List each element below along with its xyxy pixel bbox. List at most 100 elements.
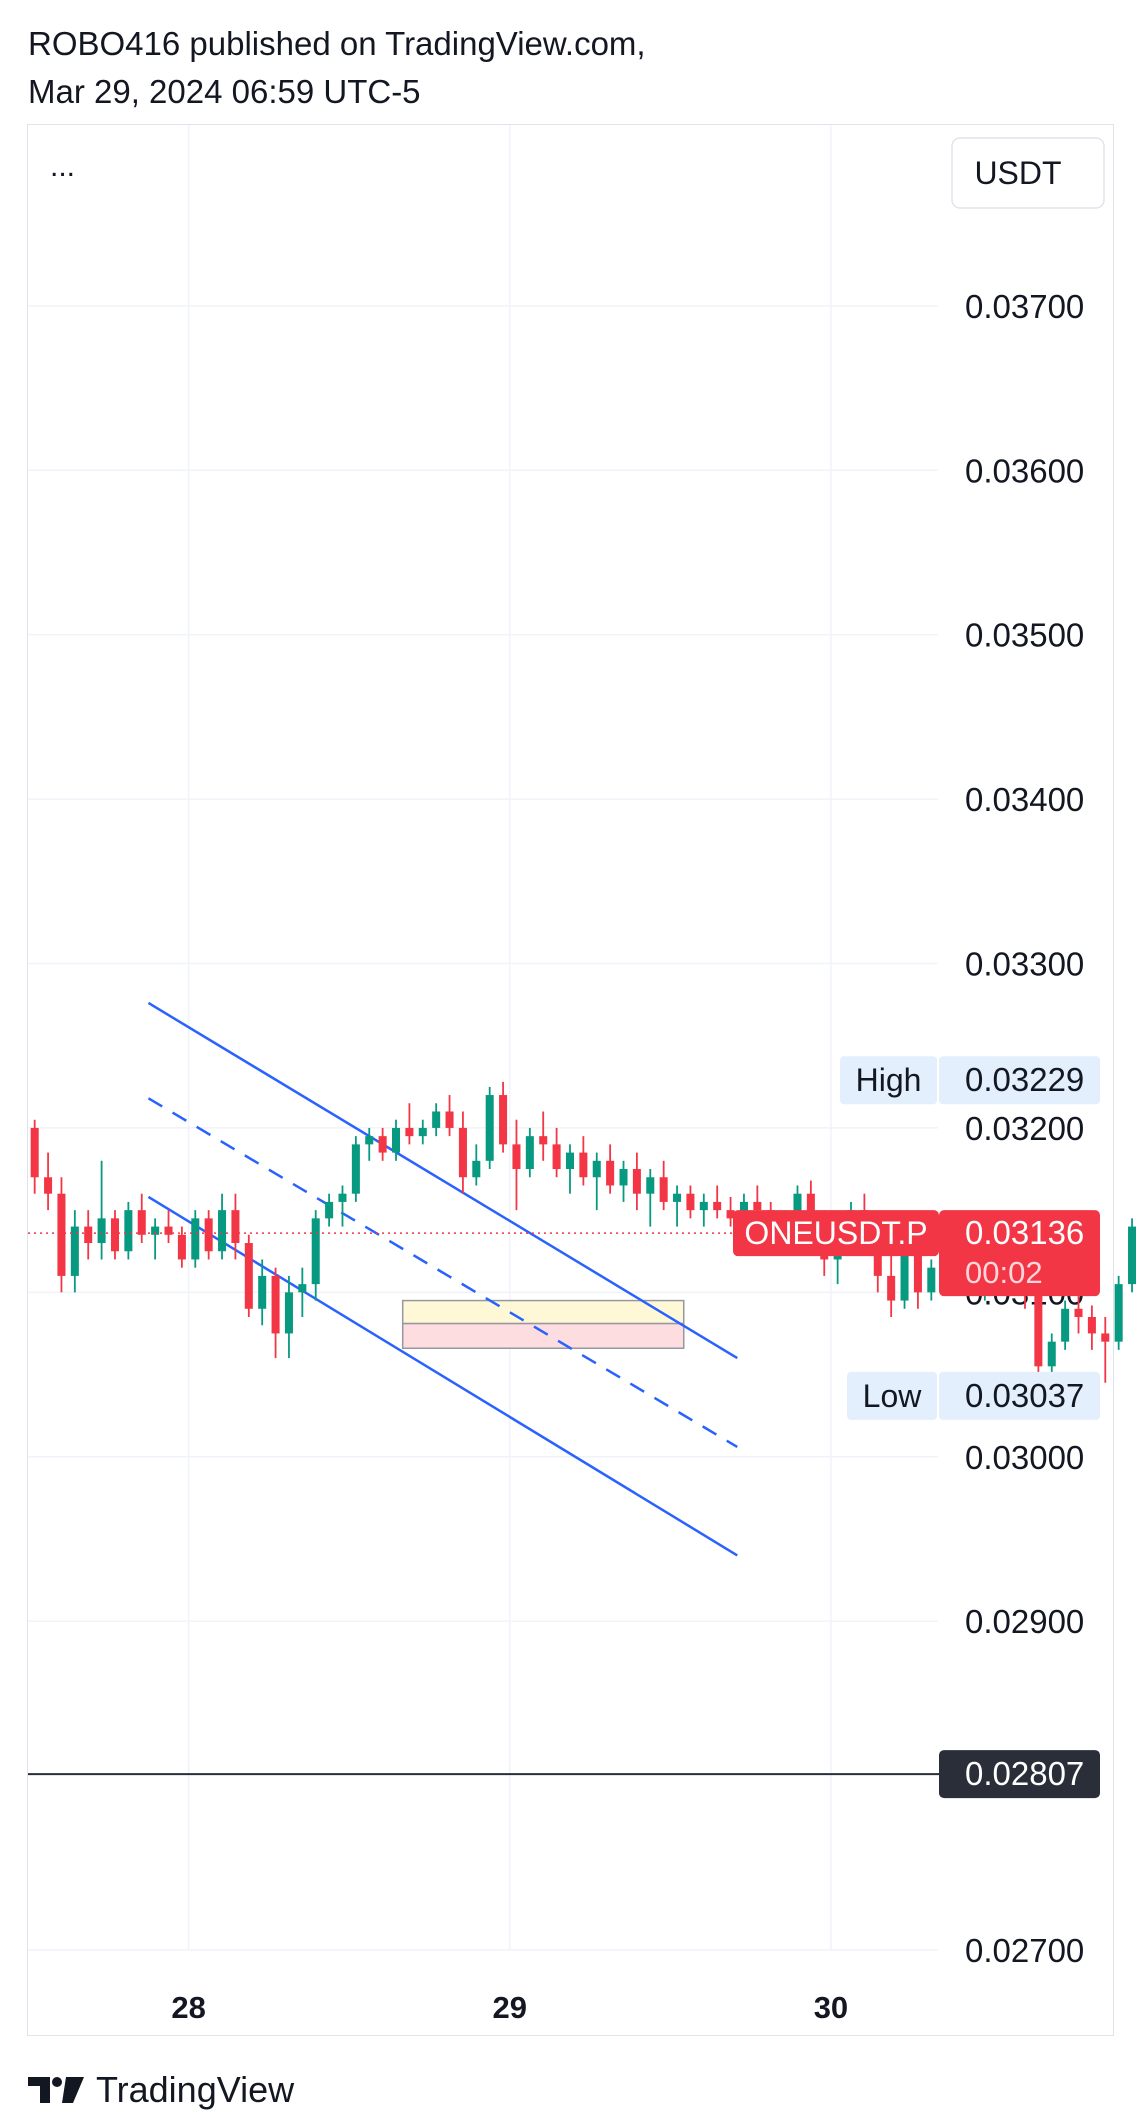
candle-body xyxy=(606,1160,615,1186)
y-tick-label: 0.03500 xyxy=(965,617,1084,654)
candle-body xyxy=(1114,1284,1123,1342)
candle-body xyxy=(806,1193,815,1227)
x-tick-label: 30 xyxy=(814,1990,848,2025)
last-price-label-bg xyxy=(939,1210,1100,1297)
candle-body xyxy=(539,1136,548,1145)
candle-body xyxy=(525,1136,534,1170)
candle-body xyxy=(726,1210,735,1219)
more-options-button[interactable]: ... xyxy=(50,150,75,183)
candle-body xyxy=(325,1201,334,1219)
candle-body xyxy=(512,1144,521,1170)
candle-body xyxy=(579,1152,588,1178)
candle-body xyxy=(204,1218,213,1252)
y-tick-label: 0.03000 xyxy=(965,1439,1084,1476)
candle-body xyxy=(739,1201,748,1219)
candle-body xyxy=(97,1218,106,1244)
candle-body xyxy=(913,1251,922,1293)
x-tick-label: 28 xyxy=(171,1990,205,2025)
candle-body xyxy=(1128,1226,1136,1285)
candle-body xyxy=(1087,1317,1096,1334)
candle-body xyxy=(258,1275,267,1309)
tradingview-logo-icon xyxy=(28,2077,84,2103)
candle-body xyxy=(432,1111,441,1128)
candle-body xyxy=(686,1193,695,1211)
candle-body xyxy=(673,1193,682,1202)
candle-body xyxy=(70,1226,79,1276)
candle-body xyxy=(351,1144,360,1194)
channel-line-solid xyxy=(147,1001,738,1360)
currency-button[interactable] xyxy=(951,137,1105,209)
candle-body xyxy=(1061,1308,1070,1342)
publisher-line: ROBO416 published on TradingView.com, xyxy=(28,25,646,62)
candle-body xyxy=(151,1226,160,1235)
y-tick-label: 0.03600 xyxy=(965,452,1084,489)
candle-body xyxy=(873,1243,882,1276)
low-value: 0.03037 xyxy=(965,1377,1084,1414)
candle-body xyxy=(565,1152,574,1170)
candle-body xyxy=(164,1226,173,1235)
currency-label: USDT xyxy=(974,155,1061,191)
publish-date: Mar 29, 2024 06:59 UTC-5 xyxy=(28,73,421,110)
high-tag-bg xyxy=(840,1056,937,1105)
channel-line-dashed xyxy=(147,1097,738,1448)
candle-body xyxy=(485,1095,494,1161)
candle-body xyxy=(592,1160,601,1178)
candle-body xyxy=(137,1210,146,1235)
candle-body xyxy=(793,1193,802,1219)
candle-body xyxy=(44,1177,53,1194)
candle-body xyxy=(57,1193,66,1276)
candle-body xyxy=(887,1275,896,1301)
candle-body xyxy=(472,1160,481,1178)
candle-body xyxy=(365,1136,374,1145)
candle-body xyxy=(110,1218,119,1252)
candle-body xyxy=(713,1201,722,1211)
candle-body xyxy=(1101,1333,1110,1342)
candle-body xyxy=(405,1127,414,1137)
countdown-value: 00:02 xyxy=(965,1255,1043,1290)
candle-body xyxy=(392,1127,401,1153)
tradingview-brand[interactable]: TradingView xyxy=(28,2066,294,2114)
candle-body xyxy=(271,1275,280,1334)
zone-stop xyxy=(401,1322,685,1349)
y-tick-label: 0.03200 xyxy=(965,1110,1084,1147)
candle-body xyxy=(378,1136,387,1153)
candle-body xyxy=(699,1201,708,1211)
candle-body xyxy=(284,1292,293,1334)
candle-body xyxy=(552,1144,561,1170)
candle-body xyxy=(311,1218,320,1285)
y-tick-label: 0.03300 xyxy=(965,946,1084,983)
hline-label-bg xyxy=(939,1750,1100,1799)
candle-body xyxy=(632,1169,641,1194)
candle-body xyxy=(84,1226,93,1244)
candle-body xyxy=(1047,1341,1056,1367)
last-price-value: 0.03136 xyxy=(965,1214,1084,1251)
candle-body xyxy=(30,1127,39,1178)
candle-body xyxy=(1074,1308,1083,1318)
symbol-label: ONEUSDT.P xyxy=(744,1215,927,1251)
high-tag: High xyxy=(856,1062,922,1098)
candle-body xyxy=(900,1251,909,1301)
candle-body xyxy=(458,1127,467,1178)
candle-body xyxy=(753,1201,762,1211)
zone-target xyxy=(401,1299,685,1325)
publisher-info: ROBO416 published on TradingView.com, Ma… xyxy=(28,20,646,116)
symbol-label-bg xyxy=(733,1210,939,1257)
candle-body xyxy=(231,1210,240,1244)
low-tag-bg xyxy=(847,1371,937,1420)
candle-body xyxy=(619,1169,628,1186)
x-tick-label: 29 xyxy=(493,1990,527,2025)
candle-body xyxy=(646,1177,655,1194)
low-tag: Low xyxy=(863,1378,923,1414)
channel-line-solid xyxy=(147,1195,738,1557)
high-value-bg xyxy=(939,1056,1100,1105)
candle-body xyxy=(499,1095,508,1145)
candle-body xyxy=(927,1267,936,1293)
candle-body xyxy=(298,1284,307,1293)
chart-frame xyxy=(27,124,1114,2036)
candle-body xyxy=(244,1243,253,1309)
candle-body xyxy=(1034,1292,1043,1367)
y-tick-label: 0.03400 xyxy=(965,781,1084,818)
candle-body xyxy=(218,1210,227,1252)
candle-body xyxy=(659,1177,668,1202)
